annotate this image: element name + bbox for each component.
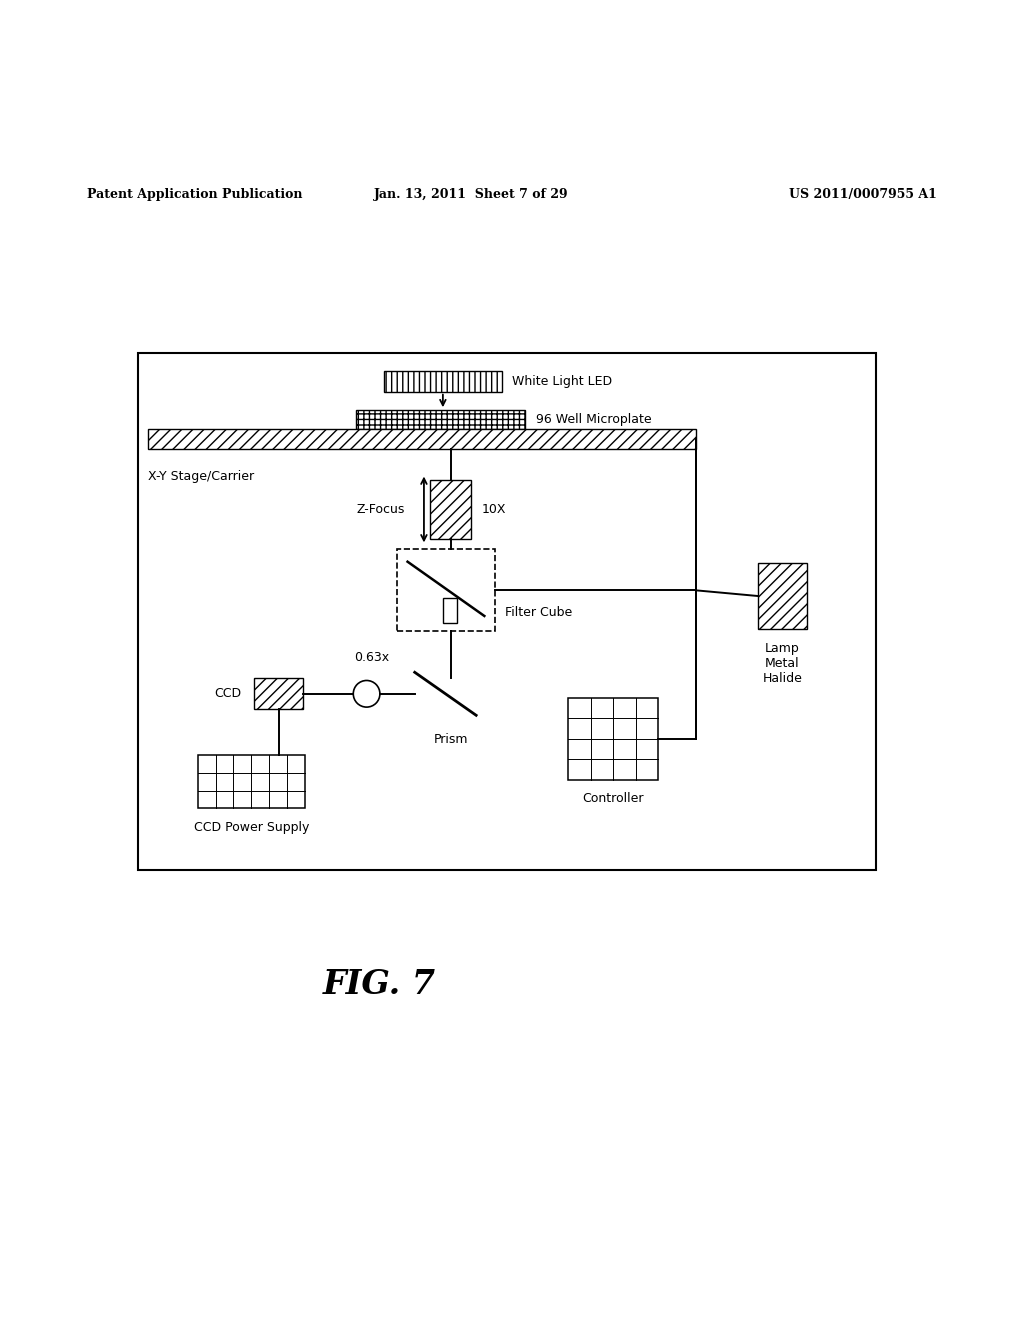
Bar: [758, 562, 807, 630]
Bar: [198, 755, 305, 808]
Text: FIG. 7: FIG. 7: [323, 968, 435, 1001]
Bar: [254, 678, 303, 709]
Text: White Light LED: White Light LED: [512, 375, 612, 388]
Bar: [430, 479, 471, 539]
Bar: [443, 598, 457, 623]
Text: CCD Power Supply: CCD Power Supply: [194, 821, 309, 834]
Bar: [138, 352, 876, 870]
Bar: [356, 411, 525, 429]
Text: 0.63x: 0.63x: [354, 651, 389, 664]
Bar: [397, 549, 495, 631]
Text: 10X: 10X: [481, 503, 506, 516]
Text: Patent Application Publication: Patent Application Publication: [87, 187, 302, 201]
Text: CCD: CCD: [215, 688, 242, 701]
Text: X-Y Stage/Carrier: X-Y Stage/Carrier: [148, 470, 255, 483]
Text: Z-Focus: Z-Focus: [356, 503, 404, 516]
Text: Prism: Prism: [433, 733, 468, 746]
Text: Lamp
Metal
Halide: Lamp Metal Halide: [763, 642, 802, 685]
Text: Jan. 13, 2011  Sheet 7 of 29: Jan. 13, 2011 Sheet 7 of 29: [374, 187, 568, 201]
Text: 96 Well Microplate: 96 Well Microplate: [536, 413, 651, 426]
Bar: [384, 371, 502, 392]
Text: Controller: Controller: [583, 792, 644, 805]
Bar: [568, 698, 658, 780]
Bar: [148, 429, 696, 449]
Text: Filter Cube: Filter Cube: [505, 606, 572, 619]
Text: US 2011/0007955 A1: US 2011/0007955 A1: [790, 187, 937, 201]
